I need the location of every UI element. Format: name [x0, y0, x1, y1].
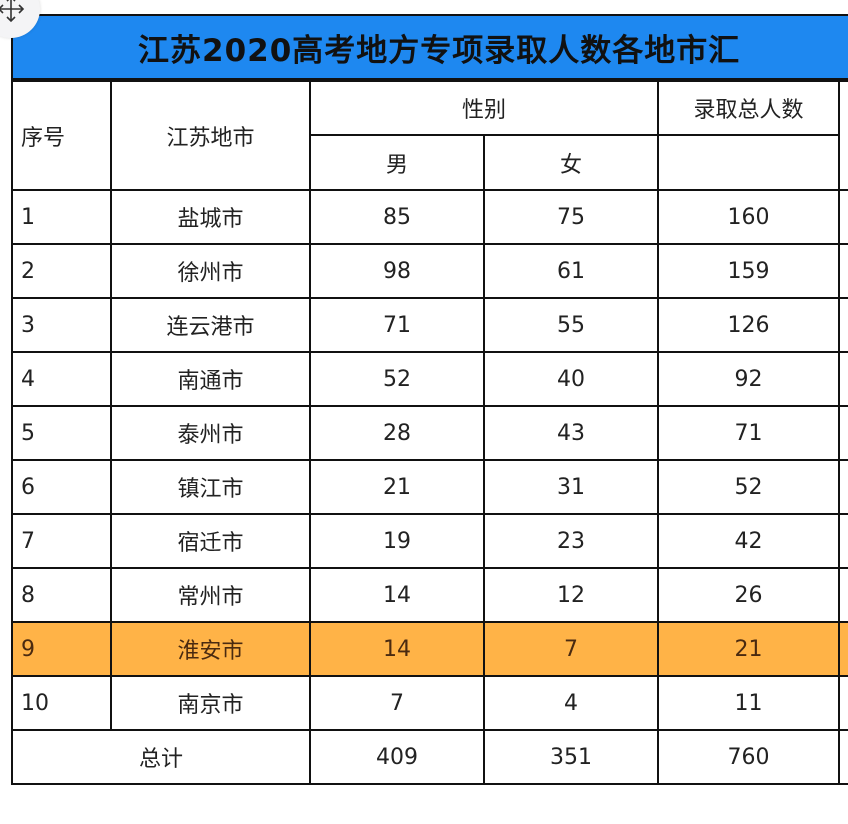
cell-male: 7: [309, 675, 485, 731]
cell-female: 31: [482, 459, 660, 515]
cell-city: 连云港市: [110, 297, 311, 353]
cell-city: 徐州市: [110, 243, 311, 299]
table-row: 7 宿迁市 19 23 42: [11, 513, 848, 569]
cell-female: 40: [482, 351, 660, 407]
cell-male: 21: [309, 459, 485, 515]
cell-total: 26: [657, 567, 841, 623]
table-row: 1 盐城市 85 75 160: [11, 189, 848, 245]
table-row: 3 连云港市 71 55 126: [11, 297, 848, 353]
cell-index: 4: [11, 351, 112, 407]
summary-row: 总计 409 351 760: [11, 729, 848, 785]
cell-extra: [838, 459, 848, 515]
cell-male: 71: [309, 297, 485, 353]
header-total: 录取总人数: [657, 80, 841, 136]
admission-table-container: 江苏2020高考地方专项录取人数各地市汇 序号 江苏地市 性别 录取总人数 男 …: [11, 14, 848, 785]
table-row: 4 南通市 52 40 92: [11, 351, 848, 407]
cell-female: 61: [482, 243, 660, 299]
cell-female: 75: [482, 189, 660, 245]
table-row: 5 泰州市 28 43 71: [11, 405, 848, 461]
table-move-handle[interactable]: [0, 0, 40, 38]
cell-female: 4: [482, 675, 660, 731]
cell-index: 8: [11, 567, 112, 623]
cell-male: 19: [309, 513, 485, 569]
table-row-highlighted: 9 淮安市 14 7 21: [11, 621, 848, 677]
cell-total: 160: [657, 189, 841, 245]
table-title-bar: 江苏2020高考地方专项录取人数各地市汇: [11, 14, 848, 80]
cell-index: 1: [11, 189, 112, 245]
cell-index: 7: [11, 513, 112, 569]
cell-extra: [838, 675, 848, 731]
header-male: 男: [309, 134, 485, 191]
cell-city: 宿迁市: [110, 513, 311, 569]
cell-female: 12: [482, 567, 660, 623]
cell-extra: [838, 189, 848, 245]
cell-female: 7: [482, 621, 660, 677]
table-row: 2 徐州市 98 61 159: [11, 243, 848, 299]
cell-total: 42: [657, 513, 841, 569]
cell-extra: [838, 297, 848, 353]
header-row: 序号 江苏地市 性别 录取总人数: [11, 80, 848, 191]
cell-city: 盐城市: [110, 189, 311, 245]
cell-city: 南京市: [110, 675, 311, 731]
cell-total: 21: [657, 621, 841, 677]
cell-index: 5: [11, 405, 112, 461]
summary-female: 351: [482, 729, 660, 785]
cell-total: 159: [657, 243, 841, 299]
cell-city: 淮安市: [110, 621, 311, 677]
subheader-row: 男 女: [12, 134, 848, 191]
cell-female: 55: [482, 297, 660, 353]
cell-total: 52: [657, 459, 841, 515]
cell-index: 9: [11, 621, 112, 677]
cell-male: 85: [309, 189, 485, 245]
cell-extra: [838, 567, 848, 623]
table-row: 6 镇江市 21 31 52: [11, 459, 848, 515]
cell-index: 2: [11, 243, 112, 299]
cell-male: 98: [309, 243, 485, 299]
cell-extra: [838, 729, 848, 785]
cell-city: 常州市: [110, 567, 311, 623]
cell-city: 镇江市: [110, 459, 311, 515]
header-gender: 性别: [308, 80, 660, 136]
table-title: 江苏2020高考地方专项录取人数各地市汇: [138, 32, 741, 69]
cell-male: 28: [309, 405, 485, 461]
cell-index: 6: [11, 459, 112, 515]
cell-extra: [838, 351, 848, 407]
header-extra: [838, 80, 848, 191]
header-total-empty: [657, 134, 841, 191]
summary-total: 760: [657, 729, 841, 785]
cell-total: 71: [657, 405, 841, 461]
four-way-arrow-icon: [0, 0, 25, 23]
cell-female: 23: [482, 513, 660, 569]
cell-extra: [838, 621, 848, 677]
header-city: 江苏地市: [110, 80, 311, 191]
cell-city: 泰州市: [110, 405, 311, 461]
table-row: 8 常州市 14 12 26: [11, 567, 848, 623]
header-index: 序号: [11, 80, 112, 191]
cell-female: 43: [482, 405, 660, 461]
cell-city: 南通市: [110, 351, 311, 407]
cell-extra: [838, 405, 848, 461]
admission-table: 序号 江苏地市 性别 录取总人数 男 女 1 盐城市 85 75 160 2 徐…: [11, 80, 848, 785]
cell-total: 11: [657, 675, 841, 731]
cell-male: 14: [309, 567, 485, 623]
cell-index: 3: [11, 297, 112, 353]
cell-extra: [838, 513, 848, 569]
cell-male: 14: [309, 621, 485, 677]
cell-index: 10: [11, 675, 112, 731]
table-row: 10 南京市 7 4 11: [11, 675, 848, 731]
summary-label: 总计: [11, 729, 311, 785]
cell-total: 126: [657, 297, 841, 353]
cell-extra: [838, 243, 848, 299]
cell-male: 52: [309, 351, 485, 407]
header-female: 女: [482, 134, 660, 191]
cell-total: 92: [657, 351, 841, 407]
summary-male: 409: [309, 729, 485, 785]
